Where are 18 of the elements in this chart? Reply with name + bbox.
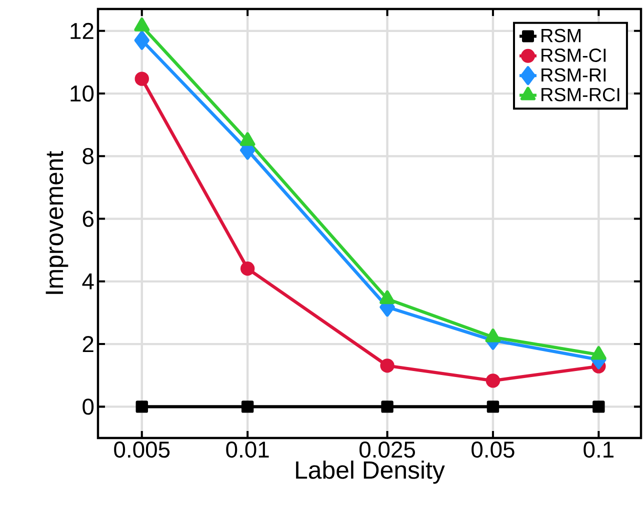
y-tick-label: 8: [82, 148, 94, 164]
legend-label: RSM: [542, 28, 580, 42]
x-tick-label: 0.1: [584, 442, 614, 458]
legend-label: RSM-RI: [542, 68, 606, 82]
x-tick-label: 0.005: [114, 442, 170, 458]
legend-label: RSM-CI: [542, 48, 606, 62]
y-tick-label: 10: [70, 85, 94, 102]
x-tick-label: 0.025: [360, 442, 415, 458]
x-axis-title: Label Density: [296, 460, 445, 484]
y-tick-label: 2: [82, 336, 94, 352]
y-tick-label: 4: [82, 274, 94, 290]
y-tick-label: 6: [82, 210, 94, 227]
y-tick-label: 12: [70, 22, 94, 39]
x-tick-label: 0.01: [226, 442, 269, 458]
y-tick-label: 0: [82, 398, 94, 415]
x-tick-label: 0.05: [472, 442, 514, 458]
y-axis-title: Improvement: [46, 151, 68, 294]
legend-label: RSM-RCI: [542, 88, 620, 102]
